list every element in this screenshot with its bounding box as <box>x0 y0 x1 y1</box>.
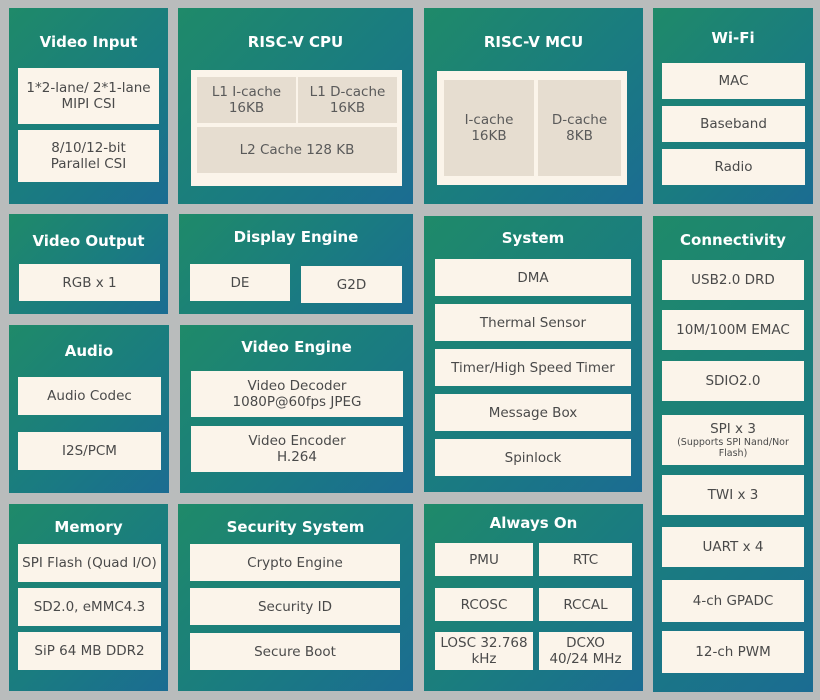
riscv-cpu-title: RISC-V CPU <box>247 33 344 51</box>
i2s-pcm-block: I2S/PCM <box>18 432 161 470</box>
video-encoder-block: Video Encoder H.264 <box>191 426 403 472</box>
video-engine-panel: Video Engine Video Decoder 1080P@60fps J… <box>180 325 413 493</box>
sip-ddr2-block: SiP 64 MB DDR2 <box>18 632 161 670</box>
wifi-radio-block: Radio <box>662 149 805 185</box>
always-on-panel: Always On PMU RTC RCOSC RCCAL LOSC 32.76… <box>424 504 643 691</box>
timer-block: Timer/High Speed Timer <box>435 349 631 386</box>
message-box-block: Message Box <box>435 394 631 431</box>
l1-dcache-block: L1 D-cache 16KB <box>298 77 397 123</box>
memory-panel: Memory SPI Flash (Quad I/O) SD2.0, eMMC4… <box>9 504 168 691</box>
mcu-dcache-block: D-cache 8KB <box>538 80 621 176</box>
crypto-engine-block: Crypto Engine <box>190 544 400 581</box>
parallel-csi-block: 8/10/12-bit Parallel CSI <box>18 130 159 182</box>
mcu-icache-block: I-cache 16KB <box>444 80 534 176</box>
riscv-cpu-panel: RISC-V CPU L1 I-cache 16KB L1 D-cache 16… <box>178 8 413 204</box>
video-input-panel: Video Input 1*2-lane/ 2*1-lane MIPI CSI … <box>9 8 168 204</box>
wifi-title: Wi-Fi <box>711 29 755 47</box>
secure-boot-block: Secure Boot <box>190 633 400 670</box>
display-engine-title: Display Engine <box>233 228 359 246</box>
pwm-block: 12-ch PWM <box>662 631 804 673</box>
l1-icache-block: L1 I-cache 16KB <box>197 77 296 123</box>
dcxo-block: DCXO 40/24 MHz <box>539 632 632 670</box>
audio-codec-block: Audio Codec <box>18 377 161 415</box>
video-input-title: Video Input <box>39 33 138 51</box>
audio-title: Audio <box>64 342 114 360</box>
l2-cache-block: L2 Cache 128 KB <box>197 127 397 173</box>
sd-emmc-block: SD2.0, eMMC4.3 <box>18 588 161 626</box>
g2d-block: G2D <box>301 266 402 303</box>
rgb-output-block: RGB x 1 <box>19 264 160 301</box>
spi-note: (Supports SPI Nand/Nor Flash) <box>677 437 789 459</box>
system-panel: System DMA Thermal Sensor Timer/High Spe… <box>424 216 642 492</box>
security-id-block: Security ID <box>190 588 400 625</box>
rtc-block: RTC <box>539 543 632 576</box>
thermal-sensor-block: Thermal Sensor <box>435 304 631 341</box>
pmu-block: PMU <box>435 543 533 576</box>
memory-title: Memory <box>54 518 123 536</box>
wifi-baseband-block: Baseband <box>662 106 805 142</box>
losc-block: LOSC 32.768 kHz <box>435 632 533 670</box>
spi-flash-block: SPI Flash (Quad I/O) <box>18 544 161 582</box>
video-output-panel: Video Output RGB x 1 <box>9 214 168 314</box>
twi-block: TWI x 3 <box>662 475 804 515</box>
sdio-block: SDIO2.0 <box>662 361 804 401</box>
spinlock-block: Spinlock <box>435 439 631 476</box>
spi-label: SPI x 3 <box>710 421 756 437</box>
system-title: System <box>501 229 565 247</box>
spi-block: SPI x 3 (Supports SPI Nand/Nor Flash) <box>662 415 804 465</box>
emac-block: 10M/100M EMAC <box>662 310 804 350</box>
connectivity-panel: Connectivity USB2.0 DRD 10M/100M EMAC SD… <box>653 216 813 692</box>
security-system-title: Security System <box>226 518 365 536</box>
rcosc-block: RCOSC <box>435 588 533 621</box>
always-on-title: Always On <box>489 514 578 532</box>
gpadc-block: 4-ch GPADC <box>662 580 804 622</box>
display-engine-panel: Display Engine DE G2D <box>179 214 413 314</box>
connectivity-title: Connectivity <box>680 231 786 249</box>
wifi-mac-block: MAC <box>662 63 805 99</box>
riscv-mcu-title: RISC-V MCU <box>483 33 584 51</box>
wifi-panel: Wi-Fi MAC Baseband Radio <box>653 8 813 204</box>
dma-block: DMA <box>435 259 631 296</box>
security-system-panel: Security System Crypto Engine Security I… <box>178 504 413 691</box>
rccal-block: RCCAL <box>539 588 632 621</box>
de-block: DE <box>190 264 290 301</box>
audio-panel: Audio Audio Codec I2S/PCM <box>9 325 169 493</box>
uart-block: UART x 4 <box>662 527 804 567</box>
video-output-title: Video Output <box>32 232 145 250</box>
riscv-mcu-panel: RISC-V MCU I-cache 16KB D-cache 8KB <box>424 8 643 204</box>
usb-block: USB2.0 DRD <box>662 260 804 300</box>
mipi-csi-block: 1*2-lane/ 2*1-lane MIPI CSI <box>18 68 159 124</box>
video-engine-title: Video Engine <box>241 338 352 356</box>
video-decoder-block: Video Decoder 1080P@60fps JPEG <box>191 371 403 417</box>
